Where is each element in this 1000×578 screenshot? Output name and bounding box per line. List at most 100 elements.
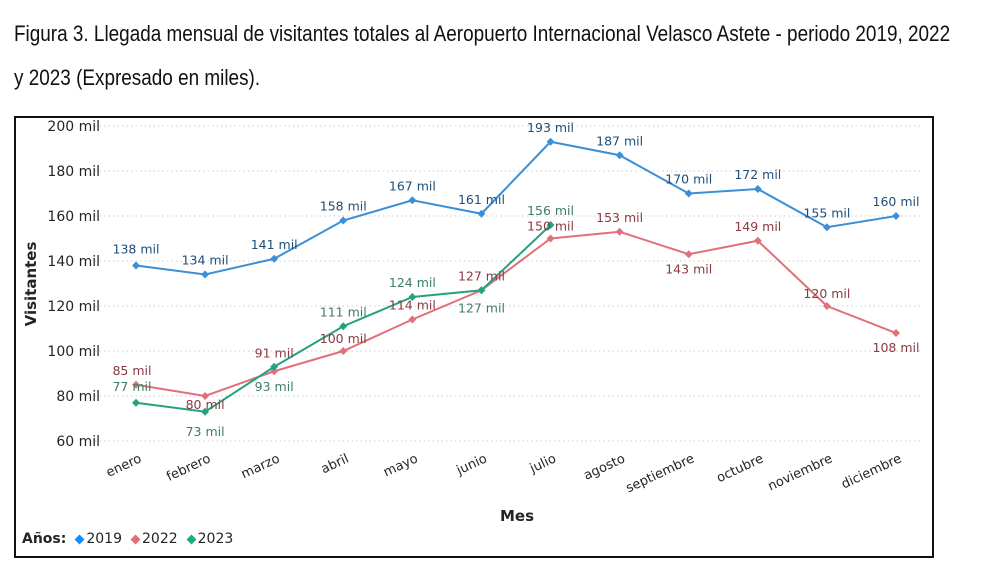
caption-line-2: y 2023 (Expresado en miles).	[14, 65, 261, 90]
data-point-2019[interactable]	[615, 151, 624, 160]
data-label-2019: 167 mil	[389, 178, 436, 193]
data-point-2019[interactable]	[132, 261, 140, 270]
y-tick-label: 180 mil	[47, 164, 100, 180]
x-tick-label: marzo	[239, 451, 282, 482]
data-label-2022: 108 mil	[873, 340, 920, 355]
data-label-2022: 80 mil	[186, 397, 225, 412]
data-point-2022[interactable]	[546, 234, 555, 243]
data-point-2019[interactable]	[892, 212, 900, 220]
data-point-2019[interactable]	[684, 189, 693, 198]
legend-marker-diamond-icon	[186, 534, 197, 544]
data-point-2022[interactable]	[339, 347, 348, 355]
data-label-2019: 172 mil	[734, 167, 781, 182]
legend-item-2023[interactable]: 2023	[186, 531, 233, 547]
data-label-2022: 149 mil	[734, 219, 781, 234]
data-point-2023[interactable]	[270, 362, 279, 371]
legend-item-2019[interactable]: 2019	[74, 531, 122, 547]
data-label-2019: 158 mil	[320, 199, 367, 214]
data-label-2022: 91 mil	[255, 345, 294, 360]
data-point-2023[interactable]	[201, 407, 210, 416]
x-tick-label: junio	[454, 451, 490, 478]
data-point-2019[interactable]	[408, 196, 417, 205]
data-label-2019: 138 mil	[113, 242, 160, 257]
x-tick-label: noviembre	[766, 451, 835, 494]
data-label-2022: 153 mil	[596, 210, 643, 225]
data-label-2023: 93 mil	[255, 379, 294, 394]
data-point-2022[interactable]	[684, 250, 693, 259]
x-tick-label: enero	[104, 451, 144, 480]
x-tick-label: febrero	[164, 451, 213, 484]
y-axis-title: Visitantes	[22, 242, 40, 327]
y-axis-ticks: 60 mil 80 mil 100 mil 120 mil 140 mil 160 mil…	[47, 119, 100, 450]
data-label-2022: 143 mil	[665, 261, 712, 276]
data-point-2022[interactable]	[753, 236, 762, 245]
data-label-2019: 193 mil	[527, 120, 574, 135]
chart-frame	[14, 116, 934, 558]
data-point-2023[interactable]	[339, 322, 348, 331]
data-point-2022[interactable]	[201, 392, 210, 400]
data-point-2023[interactable]	[132, 398, 140, 407]
legend-label: 2019	[86, 531, 122, 547]
data-label-2019: 170 mil	[665, 172, 712, 187]
figure-caption: Figura 3. Llegada mensual de visitantes …	[14, 12, 950, 100]
legend-title: Años:	[22, 531, 67, 547]
data-point-2019[interactable]	[339, 216, 348, 225]
y-tick-label: 60 mil	[56, 434, 100, 450]
data-point-2019[interactable]	[546, 137, 555, 146]
legend-marker-diamond-icon	[74, 534, 85, 544]
data-label-2022: 114 mil	[389, 298, 436, 313]
x-tick-label: diciembre	[839, 451, 904, 492]
data-label-2023: 127 mil	[458, 300, 505, 315]
series-lines	[135, 140, 897, 413]
legend-label: 2022	[142, 531, 178, 547]
data-point-2022[interactable]	[892, 329, 900, 337]
legend-item-2022[interactable]: 2022	[130, 531, 178, 547]
x-tick-label: mayo	[381, 451, 420, 480]
data-label-2023: 156 mil	[527, 203, 574, 218]
data-point-2023[interactable]	[408, 293, 417, 301]
x-tick-label: octubre	[714, 451, 765, 486]
data-point-2019[interactable]	[201, 270, 210, 279]
data-point-2023[interactable]	[546, 221, 555, 229]
data-point-2022[interactable]	[615, 227, 624, 236]
x-tick-label: julio	[527, 451, 559, 476]
y-tick-label: 160 mil	[47, 209, 100, 225]
data-label-2023: 111 mil	[320, 304, 367, 319]
data-point-2022[interactable]	[132, 380, 140, 389]
data-point-2023[interactable]	[477, 286, 486, 295]
data-label-2019: 161 mil	[458, 192, 505, 207]
data-label-2019: 134 mil	[182, 253, 229, 268]
gridlines	[95, 125, 922, 442]
y-tick-label: 100 mil	[47, 344, 100, 360]
y-tick-label: 120 mil	[47, 299, 100, 315]
data-point-2022[interactable]	[408, 315, 417, 324]
data-label-2019: 187 mil	[596, 133, 643, 148]
data-label-2019: 160 mil	[873, 194, 920, 209]
data-point-2019[interactable]	[477, 209, 486, 218]
legend: Años: 2019 2022 2023	[22, 531, 237, 547]
x-axis-ticks: enero febrero marzo abril mayo junio julio agos…	[104, 451, 904, 496]
data-labels: 138 mil 134 mil 141 mil 158 mil 167 mil 161 m…	[112, 120, 919, 439]
y-tick-label: 80 mil	[56, 389, 100, 405]
x-tick-label: agosto	[582, 451, 628, 483]
x-axis-title: Mes	[500, 507, 534, 525]
data-label-2022: 150 mil	[527, 219, 574, 234]
data-label-2019: 141 mil	[251, 237, 298, 252]
data-label-2023: 73 mil	[186, 424, 225, 439]
y-tick-label: 140 mil	[47, 254, 100, 270]
x-tick-label: abril	[319, 451, 351, 477]
data-point-2019[interactable]	[822, 223, 831, 232]
data-label-2022: 85 mil	[112, 363, 151, 378]
data-point-2022[interactable]	[270, 367, 279, 376]
data-label-2019: 155 mil	[803, 205, 850, 220]
series-line-2019	[135, 140, 897, 276]
data-label-2022: 127 mil	[458, 268, 505, 283]
data-point-2022[interactable]	[822, 302, 831, 310]
series-points	[132, 137, 900, 416]
data-label-2023: 124 mil	[389, 275, 436, 290]
x-tick-label: septiembre	[624, 451, 697, 496]
data-point-2019[interactable]	[753, 185, 762, 193]
y-tick-label: 200 mil	[47, 119, 100, 135]
data-label-2022: 120 mil	[803, 286, 850, 301]
